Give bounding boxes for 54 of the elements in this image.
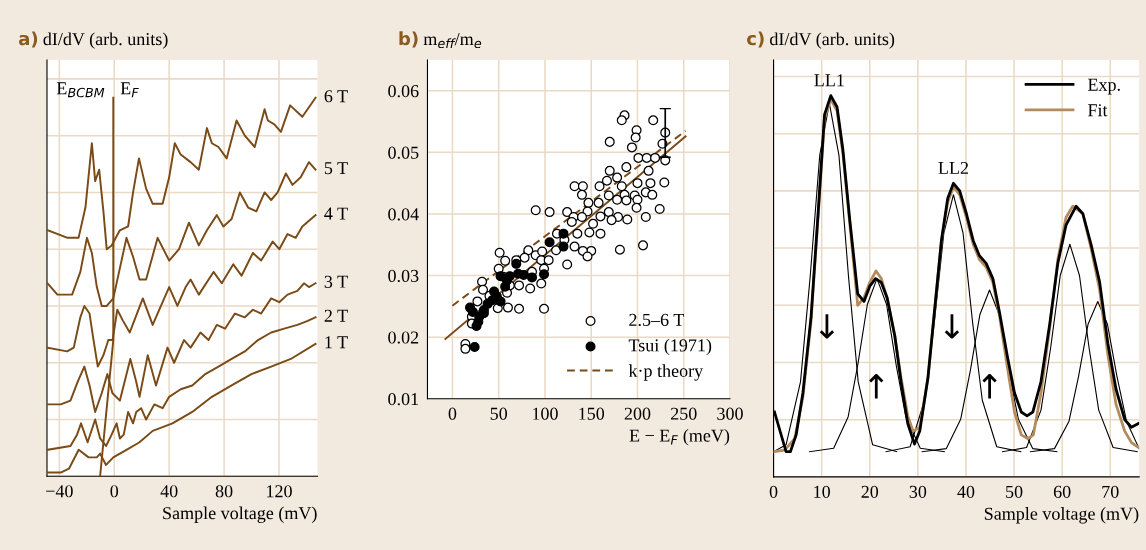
x-tick-label: −40	[46, 485, 73, 498]
y-tick-label: 0.03	[388, 269, 419, 283]
x-tick-label: 0	[448, 407, 457, 420]
annotation: ↑	[869, 374, 884, 399]
x-tick-label: 0	[110, 485, 119, 498]
annotation: ↑	[982, 374, 997, 399]
y-tick-label: 0.04	[388, 208, 419, 221]
x-axis-title: Sample voltage (mV)	[984, 507, 1139, 524]
annotation: LL1	[814, 74, 844, 87]
x-tick-label: 50	[490, 407, 508, 420]
x-tick-label: 70	[1102, 485, 1119, 498]
annotation: ↓	[819, 314, 835, 339]
y-axis-title: m$_{eff}$/m$_{e}$	[423, 33, 482, 49]
y-tick-label: 0.01	[388, 393, 419, 406]
x-tick-label: 120	[267, 485, 292, 498]
y-tick-label: 0.06	[388, 85, 419, 98]
legend-label: k·p theory	[628, 364, 704, 381]
x-tick-label: 150	[579, 407, 605, 420]
y-tick-label: 0.02	[388, 331, 419, 344]
chart-title: c)	[747, 31, 764, 48]
series-label: 6 T	[324, 90, 348, 103]
annotation: ↓	[944, 314, 960, 339]
legend-label: 2.5–6 T	[629, 313, 685, 327]
x-tick-label: 40	[957, 485, 975, 498]
series-label: 2 T	[324, 309, 348, 322]
x-tick-label: 0	[769, 485, 778, 498]
y-axis-title: dI/dV (arb. units)	[43, 32, 168, 49]
series-label: 4 T	[324, 207, 348, 220]
annotation: LL2	[938, 161, 968, 174]
chart-title: a)	[18, 31, 38, 48]
series-label: 3 T	[324, 275, 348, 288]
x-axis-title: E − E$_{F}$ (meV)	[629, 429, 730, 446]
series-label: 1 T	[325, 336, 348, 349]
y-axis-title: dI/dV (arb. units)	[770, 32, 895, 49]
x-tick-label: 10	[814, 485, 830, 498]
x-tick-label: 30	[909, 485, 927, 498]
x-tick-label: 60	[1053, 485, 1071, 498]
x-tick-label: 100	[533, 407, 558, 420]
x-tick-label: 300	[717, 407, 743, 420]
text: E$_{F}$	[120, 82, 139, 98]
x-tick-label: 40	[160, 485, 178, 498]
x-tick-label: 20	[861, 485, 879, 498]
x-tick-label: 200	[624, 407, 651, 420]
x-tick-label: 50	[1006, 485, 1023, 498]
y-tick-label: 0.05	[388, 146, 419, 159]
x-tick-label: 250	[670, 407, 697, 420]
text: E$_{BCBM}$	[56, 82, 105, 98]
x-tick-label: 80	[215, 485, 233, 498]
legend-label: Exp.	[1087, 78, 1120, 95]
x-axis-title: Sample voltage (mV)	[163, 506, 317, 523]
legend-label: Fit	[1087, 104, 1108, 117]
legend-label: Tsui (1971)	[628, 338, 712, 356]
series-label: 5 T	[324, 162, 348, 175]
chart-title: b)	[399, 31, 418, 48]
